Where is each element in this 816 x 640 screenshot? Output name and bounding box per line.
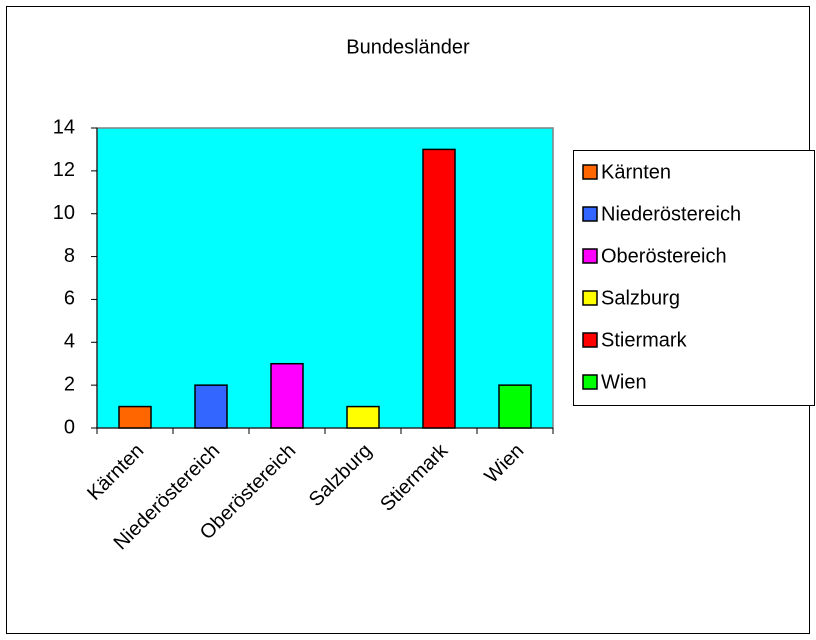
plot-area [96,127,554,429]
bar [498,384,532,429]
legend-swatch [582,206,598,222]
chart-title: Bundesländer [346,36,470,58]
y-tick-label: 0 [64,416,75,438]
bar [270,362,304,429]
y-tick-label: 4 [64,331,75,353]
legend [573,150,815,406]
y-tick-label: 6 [64,288,75,310]
y-tick-label: 10 [53,202,75,224]
legend-label: Oberöstereich [601,245,727,267]
legend-label: Salzburg [601,287,680,309]
legend-label: Stiermark [601,329,688,351]
legend-label: Kärnten [601,161,671,183]
legend-swatch [582,332,598,348]
y-tick-label: 14 [53,116,75,138]
legend-label: Niederöstereich [601,203,741,225]
y-tick-label: 12 [53,159,75,181]
y-tick-label: 8 [64,245,75,267]
bar [118,405,152,429]
legend-label: Wien [601,371,647,393]
legend-swatch [582,290,598,306]
bar [422,148,456,429]
legend-swatch [582,374,598,390]
legend-swatch [582,248,598,264]
bar [346,405,380,429]
legend-swatch [582,164,598,180]
bar [194,384,228,429]
y-tick-label: 2 [64,373,75,395]
